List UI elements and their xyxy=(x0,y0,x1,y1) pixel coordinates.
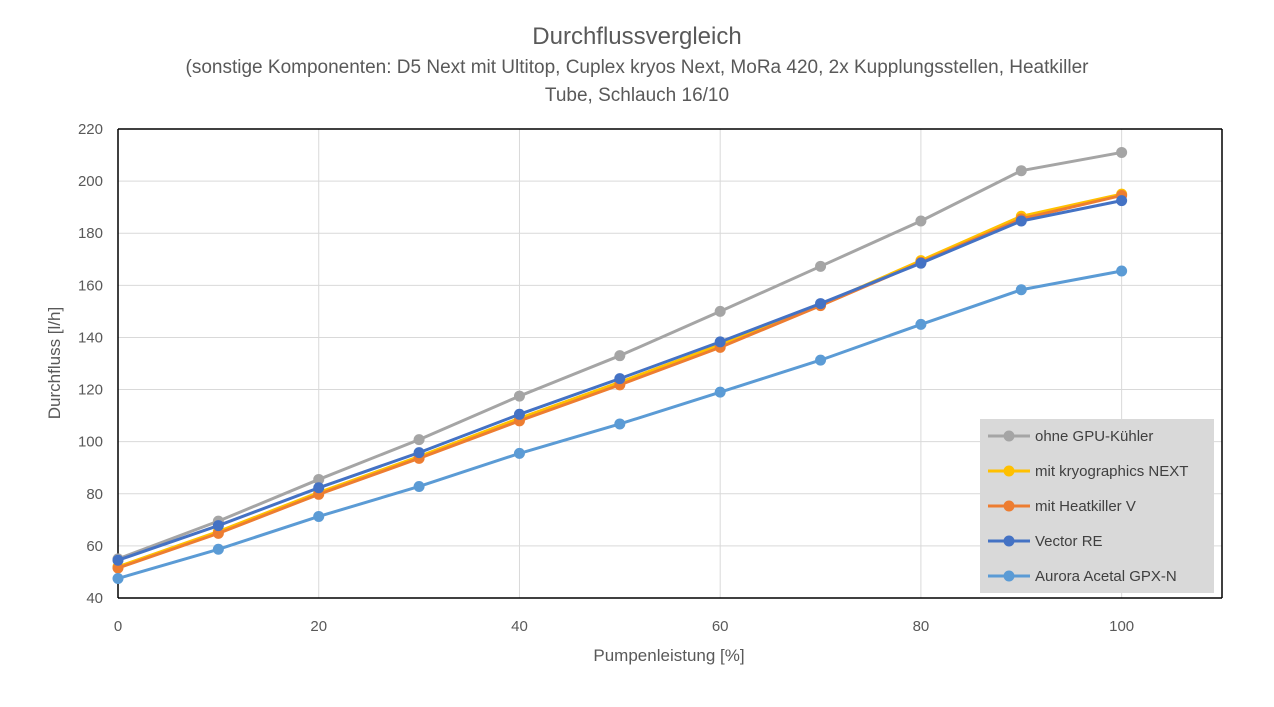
x-tick-label: 100 xyxy=(1109,618,1134,635)
legend-swatch-marker xyxy=(1003,570,1015,582)
legend-label: mit kryographics NEXT xyxy=(1035,463,1188,480)
data-point xyxy=(413,434,425,446)
data-point xyxy=(513,408,525,420)
legend-swatch-marker xyxy=(1003,500,1015,512)
series-group xyxy=(112,146,1128,584)
data-point xyxy=(413,447,425,459)
series-0 xyxy=(112,146,1128,565)
data-point xyxy=(1116,195,1128,207)
data-point xyxy=(714,336,726,348)
data-point xyxy=(614,418,626,430)
data-point xyxy=(212,527,224,539)
legend-label: mit Heatkiller V xyxy=(1035,498,1136,515)
x-tick-label: 80 xyxy=(913,618,930,635)
data-point xyxy=(915,318,927,330)
data-point xyxy=(212,543,224,555)
y-tick-label: 180 xyxy=(78,225,103,242)
legend-item: mit Heatkiller V xyxy=(988,498,1136,515)
data-point xyxy=(112,572,124,584)
legend-item: Aurora Acetal GPX-N xyxy=(988,568,1177,585)
legend: ohne GPU-Kühler mit kryographics NEXT mit … xyxy=(980,419,1214,593)
plot-border xyxy=(117,128,1223,599)
data-point xyxy=(915,257,927,269)
y-tick-label: 120 xyxy=(78,382,103,399)
data-point xyxy=(815,260,827,272)
data-point xyxy=(112,562,124,574)
y-tick-label: 60 xyxy=(86,538,103,555)
data-point xyxy=(313,482,325,494)
data-point xyxy=(313,510,325,522)
x-tick-label: 40 xyxy=(511,618,528,635)
y-tick-label: 40 xyxy=(86,590,103,607)
legend-label: Vector RE xyxy=(1035,533,1103,550)
data-point xyxy=(714,386,726,398)
data-point xyxy=(1015,215,1027,227)
y-tick-label: 100 xyxy=(78,434,103,451)
data-point xyxy=(112,554,124,566)
data-point xyxy=(714,305,726,317)
data-point xyxy=(413,480,425,492)
legend-label: Aurora Acetal GPX-N xyxy=(1035,568,1177,585)
legend-swatch-marker xyxy=(1003,535,1015,547)
series-4 xyxy=(112,265,1128,584)
y-tick-label: 200 xyxy=(78,173,103,190)
chart-title: Durchflussvergleich xyxy=(532,23,741,50)
data-point xyxy=(815,298,827,310)
legend-item: mit kryographics NEXT xyxy=(988,463,1188,480)
x-tick-label: 60 xyxy=(712,618,729,635)
y-tick-label: 220 xyxy=(78,121,103,138)
legend-label: ohne GPU-Kühler xyxy=(1035,428,1153,445)
data-point xyxy=(1116,146,1128,158)
data-point xyxy=(614,373,626,385)
x-tick-label: 20 xyxy=(310,618,327,635)
y-tick-label: 140 xyxy=(78,329,103,346)
y-axis-label: Durchfluss [l/h] xyxy=(45,307,64,419)
legend-item: ohne GPU-Kühler xyxy=(988,428,1153,445)
data-point xyxy=(614,350,626,362)
data-point xyxy=(1015,165,1027,177)
data-point xyxy=(212,520,224,532)
legend-item: Vector RE xyxy=(988,533,1103,550)
data-point xyxy=(513,390,525,402)
y-tick-label: 160 xyxy=(78,277,103,294)
data-point xyxy=(1015,284,1027,296)
data-point xyxy=(815,354,827,366)
series-3 xyxy=(112,195,1128,566)
x-tick-label: 0 xyxy=(114,618,122,635)
data-point xyxy=(1116,265,1128,277)
axis-ticks: 40 60 80 100 120 140 160 180 200 220 0 20 40 60 80 100 xyxy=(78,121,1134,635)
x-axis-label: Pumpenleistung [%] xyxy=(593,646,744,665)
data-point xyxy=(915,215,927,227)
legend-swatch-marker xyxy=(1003,430,1015,442)
chart-subtitle-line-2: Tube, Schlauch 16/10 xyxy=(545,85,729,106)
data-point xyxy=(513,447,525,459)
y-tick-label: 80 xyxy=(86,486,103,503)
data-point xyxy=(313,473,325,485)
legend-swatch-marker xyxy=(1003,465,1015,477)
chart-subtitle-line-1: (sonstige Komponenten: D5 Next mit Ultit… xyxy=(186,57,1090,78)
